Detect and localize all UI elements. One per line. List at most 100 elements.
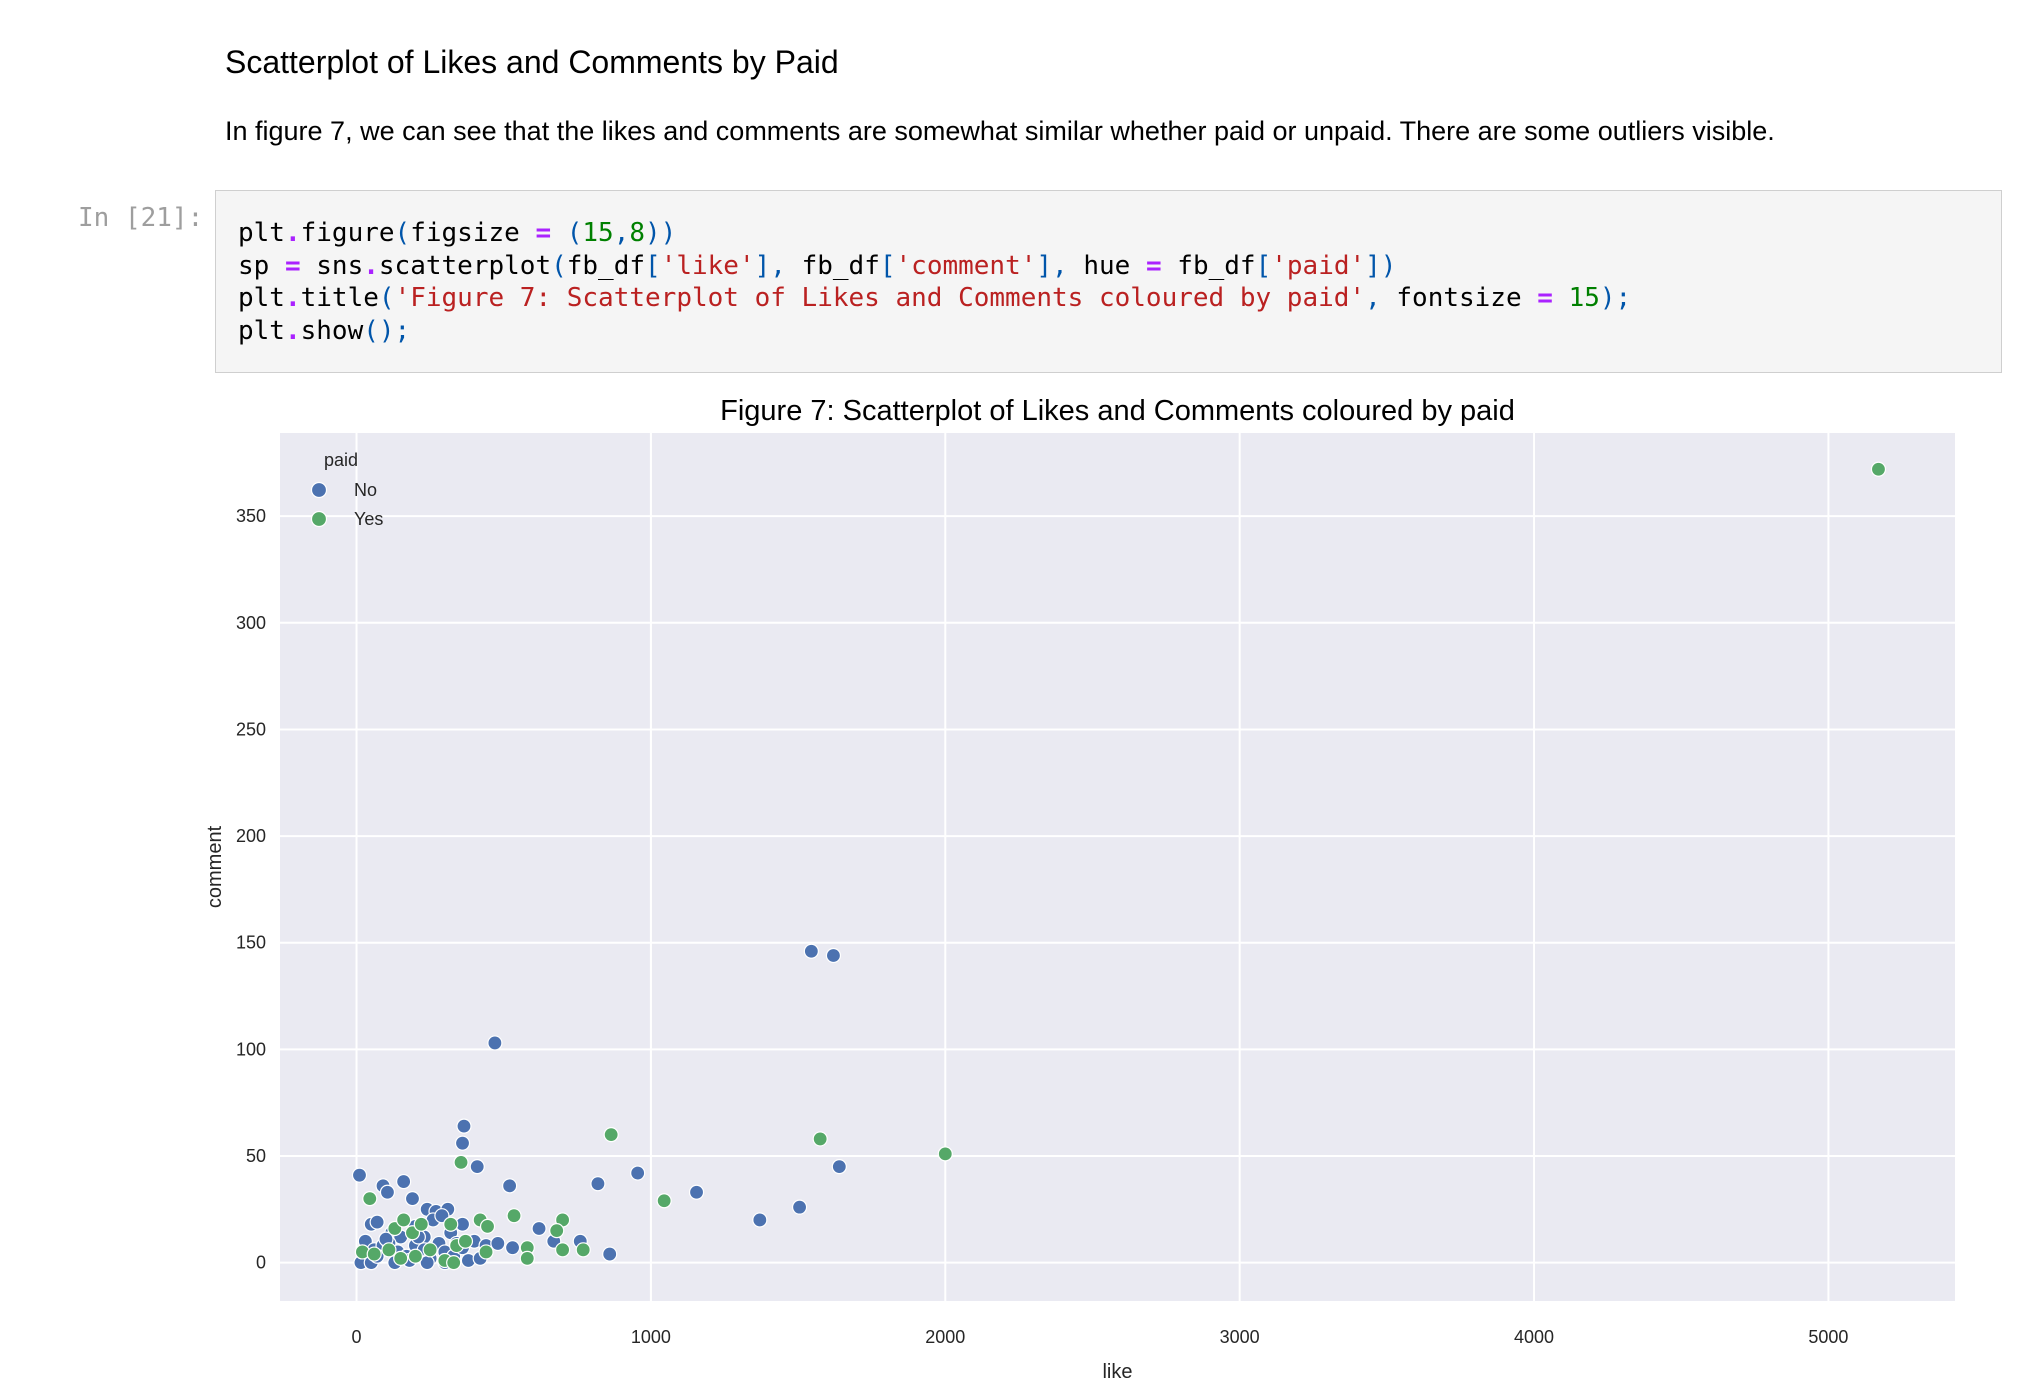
code-token: title [300, 283, 379, 313]
x-tick-label: 5000 [1808, 1327, 1848, 1347]
code-token: plt [238, 315, 285, 346]
code-token: [ [645, 250, 661, 281]
code-token: 15 [1568, 283, 1600, 313]
data-point-no [456, 1118, 472, 1134]
data-point-yes [937, 1146, 953, 1162]
code-token: = [1537, 283, 1553, 313]
y-tick-label: 0 [256, 1253, 266, 1273]
data-point-yes [603, 1127, 619, 1143]
data-point-no [487, 1035, 503, 1051]
y-axis-label: comment [204, 825, 226, 908]
code-token: 8 [629, 218, 646, 248]
code-token: sns [300, 250, 364, 281]
data-point-no [469, 1159, 485, 1175]
data-point-no [752, 1212, 768, 1228]
x-tick-label: 3000 [1220, 1327, 1260, 1347]
code-token: . [284, 283, 301, 313]
data-point-no [379, 1184, 396, 1200]
legend-title: paid [324, 450, 358, 470]
y-tick-label: 100 [236, 1039, 266, 1059]
code-token: 'Figure 7: Scatterplot of Likes and Comm… [394, 283, 1366, 313]
code-editor[interactable]: plt.figure(figsize = (15,8)) sp = sns.sc… [238, 217, 1631, 347]
data-point-yes [457, 1233, 474, 1249]
code-token: = [284, 250, 301, 281]
chart-title: Figure 7: Scatterplot of Likes and Comme… [720, 395, 1515, 427]
x-axis-label: like [1102, 1361, 1132, 1383]
code-token: . [284, 315, 301, 346]
code-token: plt [238, 283, 285, 313]
legend-marker-no [310, 481, 328, 499]
y-tick-label: 350 [236, 506, 266, 526]
data-point-no [825, 947, 842, 964]
markdown-heading: Scatterplot of Likes and Comments by Pai… [225, 44, 839, 80]
code-token: = [1146, 250, 1162, 281]
code-token: figure [300, 218, 395, 248]
code-token: 'paid' [1271, 250, 1366, 281]
code-token: , [1365, 283, 1397, 313]
code-token: [ [879, 250, 896, 281]
grid-lines [280, 433, 1955, 1301]
y-tick-label: 200 [236, 826, 266, 846]
code-token [1553, 283, 1569, 313]
x-tick-label: 1000 [631, 1327, 671, 1347]
data-point-yes [555, 1242, 571, 1258]
data-point-yes [446, 1255, 462, 1271]
code-token: ( [378, 283, 395, 313]
data-point-yes [812, 1131, 828, 1147]
data-point-no [351, 1167, 368, 1183]
code-cell-input[interactable]: plt.figure(figsize = (15,8)) sp = sns.sc… [215, 190, 2002, 373]
data-point-yes [1870, 461, 1887, 477]
data-point-yes [656, 1193, 672, 1209]
plot-area [280, 433, 1955, 1301]
data-point-yes [422, 1242, 438, 1258]
data-point-no [396, 1173, 412, 1190]
data-point-no [791, 1199, 808, 1215]
code-token: plt [238, 218, 285, 248]
code-token: sp [238, 250, 285, 281]
data-point-yes [453, 1154, 469, 1170]
data-point-no [502, 1178, 518, 1194]
code-token: )) [645, 218, 677, 248]
code-token: 15 [582, 218, 614, 248]
data-point-no [490, 1235, 506, 1252]
legend-label-yes: Yes [354, 509, 383, 529]
code-token: show [300, 315, 364, 346]
code-token: . [363, 250, 379, 281]
y-tick-label: 50 [246, 1146, 266, 1166]
legend: paid No Yes [310, 450, 383, 529]
y-tick-labels: 0 50 100 150 200 250 300 350 [236, 506, 266, 1272]
code-token: ], [754, 250, 802, 281]
data-point-yes [366, 1246, 382, 1262]
code-token: ], [1036, 250, 1084, 281]
data-point-yes [381, 1242, 397, 1258]
code-token: figsize [410, 218, 536, 248]
data-point-yes [478, 1244, 494, 1260]
data-point-yes [506, 1208, 522, 1224]
data-points [351, 461, 1887, 1271]
code-token: , [613, 218, 630, 248]
code-token: fontsize [1396, 283, 1538, 313]
data-point-no [688, 1184, 705, 1200]
data-point-yes [519, 1250, 535, 1266]
code-token: . [284, 218, 301, 248]
data-point-no [531, 1220, 547, 1237]
code-token: ]) [1365, 250, 1397, 281]
code-token: ( [551, 250, 567, 281]
code-token: ( [394, 218, 411, 248]
data-point-yes [443, 1216, 459, 1232]
y-tick-label: 250 [236, 719, 266, 739]
code-token: scatterplot [378, 250, 552, 281]
x-tick-label: 2000 [925, 1327, 965, 1347]
legend-label-no: No [354, 480, 377, 500]
scatter-chart: 0 1000 2000 3000 4000 5000 0 50 100 150 200 250 300… [204, 395, 1955, 1383]
code-token: hue [1083, 250, 1146, 281]
cell-prompt: In [21]: [78, 203, 204, 233]
data-point-no [602, 1246, 618, 1262]
markdown-paragraph: In figure 7, we can see that the likes a… [225, 116, 1775, 146]
data-point-no [454, 1135, 471, 1151]
code-token: (); [363, 315, 411, 346]
data-point-no [369, 1214, 385, 1230]
code-token: fb_df [801, 250, 880, 281]
data-point-yes [393, 1250, 409, 1266]
data-point-yes [575, 1242, 591, 1258]
